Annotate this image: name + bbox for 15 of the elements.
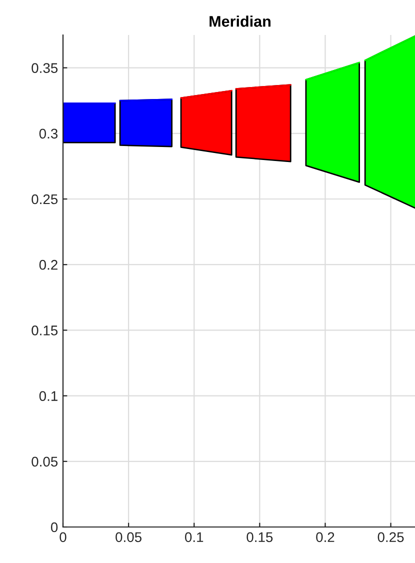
y-tick-label: 0.3 [39,128,58,139]
x-tick-label: 0.15 [246,532,273,542]
y-tick-label: 0.05 [32,456,58,467]
x-tick-label: 0.1 [185,532,204,542]
y-tick-label: 0.35 [32,63,58,73]
x-tick-label: 0.05 [116,532,142,542]
x-tick-label: 0.25 [378,532,404,542]
y-tick-label: 0.25 [32,194,58,204]
y-tick-label: 0.1 [39,391,58,401]
y-tick-label: 0.2 [39,260,58,270]
x-tick-label: 0.2 [316,532,334,542]
y-tick-label: 0.15 [32,326,58,336]
x-tick-label: 0 [60,532,66,542]
y-tick-label: 0 [50,522,58,532]
chart-title: Meridian [210,16,270,27]
